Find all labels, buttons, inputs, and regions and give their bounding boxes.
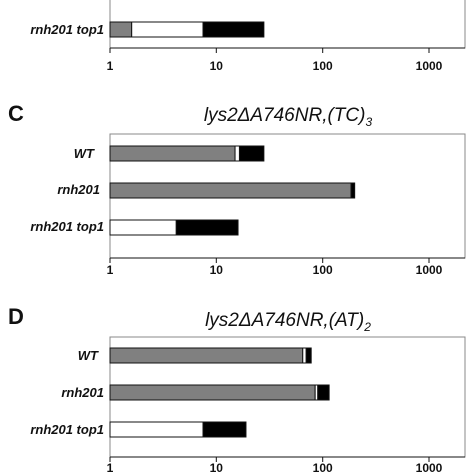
- panel-d-tick-label-1: 1: [107, 461, 114, 474]
- bar-segment-gray-rnh201-top1: [109, 21, 133, 38]
- panel-c-row-label-rnh201: rnh201: [57, 182, 100, 197]
- panel-b-tick-label-1: 1: [107, 59, 114, 73]
- bar-segment-black-rnh201: [350, 182, 356, 199]
- panel-d-letter: D: [8, 304, 24, 329]
- bar-segment-black-wt: [305, 347, 312, 364]
- bar-segment-gray-rnh201: [109, 384, 316, 401]
- panel-d-x-ticks: [109, 457, 430, 462]
- panel-d-tick-label-100: 100: [313, 461, 333, 474]
- panel-b-tick-label-10: 10: [210, 59, 224, 73]
- bar-segment-white-rnh201-top1: [109, 421, 204, 438]
- panel-d-tick-label-10: 10: [210, 461, 224, 474]
- panel-c-tick-label-1000: 1000: [416, 263, 443, 277]
- panel-c: C lys2ΔA746NR,(TC)3 WT rnh201 rnh201 top…: [8, 101, 466, 277]
- bar-segment-black-rnh201-top1: [202, 21, 265, 38]
- panel-b: rnh201 top1 1 10 100 1000: [30, 0, 466, 73]
- panel-b-tick-label-1000: 1000: [416, 59, 443, 73]
- bar-segment-white-wt: [302, 347, 307, 364]
- panel-b-x-ticks: [109, 48, 430, 53]
- panel-d-row-label-rnh201-top1: rnh201 top1: [30, 422, 104, 437]
- panel-c-tick-label-10: 10: [210, 263, 224, 277]
- panel-d-row-label-wt: WT: [78, 348, 99, 363]
- bar-segment-black-rnh201-top1: [202, 421, 247, 438]
- bar-segment-black-wt: [238, 145, 265, 162]
- panel-c-x-ticks: [109, 258, 430, 263]
- panel-d-bars: [109, 347, 330, 438]
- panel-c-row-label-rnh201-top1: rnh201 top1: [30, 219, 104, 234]
- bar-segment-gray-wt: [109, 145, 236, 162]
- panel-d-title: lys2ΔA746NR,(AT)2: [205, 310, 371, 334]
- panel-c-title: lys2ΔA746NR,(TC)3: [204, 105, 373, 129]
- panel-c-title-text: lys2ΔA746NR,(TC): [204, 105, 366, 126]
- panel-d: D lys2ΔA746NR,(AT)2 WT rnh201 rnh201 top…: [8, 304, 466, 474]
- bar-segment-gray-wt: [109, 347, 304, 364]
- panel-c-tick-label-100: 100: [313, 263, 333, 277]
- panel-c-bars: [109, 145, 356, 236]
- panel-b-row-label-0: rnh201 top1: [30, 22, 104, 37]
- panel-c-tick-label-1: 1: [107, 263, 114, 277]
- panel-d-title-subscript: 2: [363, 320, 371, 334]
- panel-d-row-label-rnh201: rnh201: [61, 385, 104, 400]
- bar-segment-white-wt: [234, 145, 240, 162]
- bar-segment-white-rnh201-top1: [109, 219, 177, 236]
- bar-segment-black-rnh201-top1: [175, 219, 239, 236]
- panel-b-bars: [109, 21, 265, 38]
- panel-b-tick-label-100: 100: [313, 59, 333, 73]
- panel-c-title-subscript: 3: [365, 115, 372, 129]
- panel-d-title-text: lys2ΔA746NR,(AT): [205, 310, 364, 331]
- bar-segment-black-rnh201: [317, 384, 330, 401]
- bar-segment-gray-rnh201: [109, 182, 352, 199]
- panel-c-row-label-wt: WT: [74, 146, 95, 161]
- bar-segment-white-rnh201-top1: [131, 21, 204, 38]
- panel-c-letter: C: [8, 101, 24, 126]
- panel-d-tick-label-1000: 1000: [416, 461, 443, 474]
